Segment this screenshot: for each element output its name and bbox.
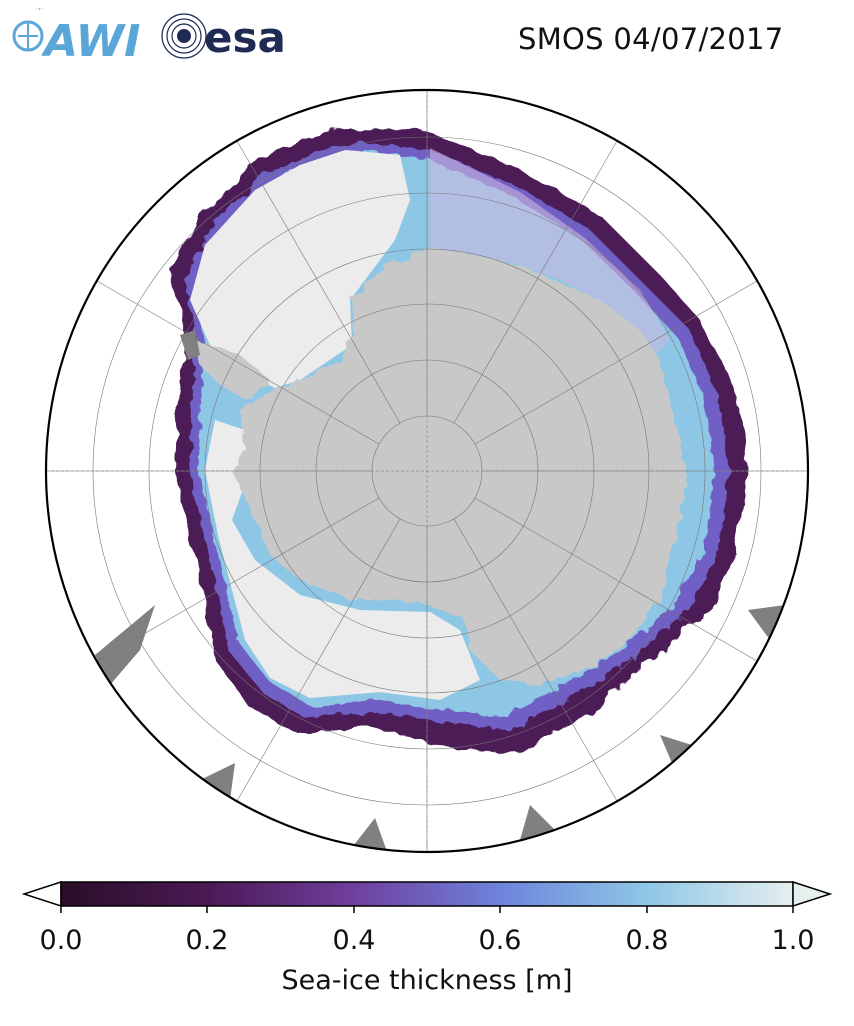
svg-text:AWI: AWI bbox=[41, 16, 141, 67]
colorbar bbox=[21, 880, 833, 913]
colorbar-tick-label: 0.6 bbox=[478, 925, 522, 956]
colorbar-min-extend bbox=[21, 880, 62, 908]
colorbar-tick-label: 0.4 bbox=[332, 925, 376, 956]
colorbar-title: Sea-ice thickness [m] bbox=[281, 965, 573, 996]
logo-group: * AWI esa bbox=[12, 8, 286, 67]
colorbar-max-extend bbox=[792, 880, 833, 908]
colorbar-tick-label: 0.8 bbox=[625, 925, 669, 956]
map-title: SMOS 04/07/2017 bbox=[518, 22, 784, 56]
colorbar-gradient bbox=[60, 881, 794, 907]
antarctica-land bbox=[195, 248, 688, 685]
svg-text:*: * bbox=[36, 8, 43, 18]
esa-logo: esa bbox=[161, 13, 286, 62]
colorbar-tick-label: 0.0 bbox=[39, 925, 83, 956]
central-axes bbox=[46, 90, 808, 852]
antarctic-sea-ice-map bbox=[44, 88, 810, 854]
svg-text:esa: esa bbox=[204, 13, 286, 62]
colorbar-tick-label: 0.2 bbox=[185, 925, 229, 956]
awi-logo: * AWI bbox=[12, 8, 141, 67]
map-boundary bbox=[44, 88, 810, 854]
colorbar-tick-label: 1.0 bbox=[771, 925, 815, 956]
colorbar-ticks bbox=[60, 906, 794, 913]
thick-ice bbox=[190, 148, 670, 700]
